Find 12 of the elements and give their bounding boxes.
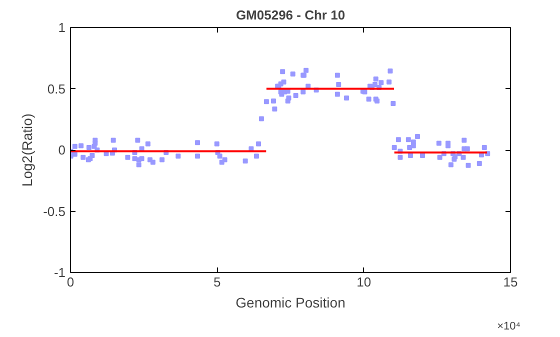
y-tick-label: 1	[58, 20, 66, 35]
text: ×10⁴	[497, 320, 521, 332]
x-tick-label: 10	[356, 274, 372, 290]
x-axis-title: Genomic Position	[236, 294, 346, 310]
x-tick-label: 5	[214, 274, 221, 290]
y-tick-label: -1	[54, 265, 66, 280]
y-tick-label: 0	[58, 142, 66, 158]
y-axis-title: Log2(Ratio)	[19, 113, 36, 187]
y-tick-label: -0.5	[43, 204, 66, 219]
x-tick-label: 15	[503, 274, 518, 290]
chart-title: GM05296 - Chr 10	[236, 8, 346, 22]
y-tick-label: 0.5	[47, 81, 66, 96]
